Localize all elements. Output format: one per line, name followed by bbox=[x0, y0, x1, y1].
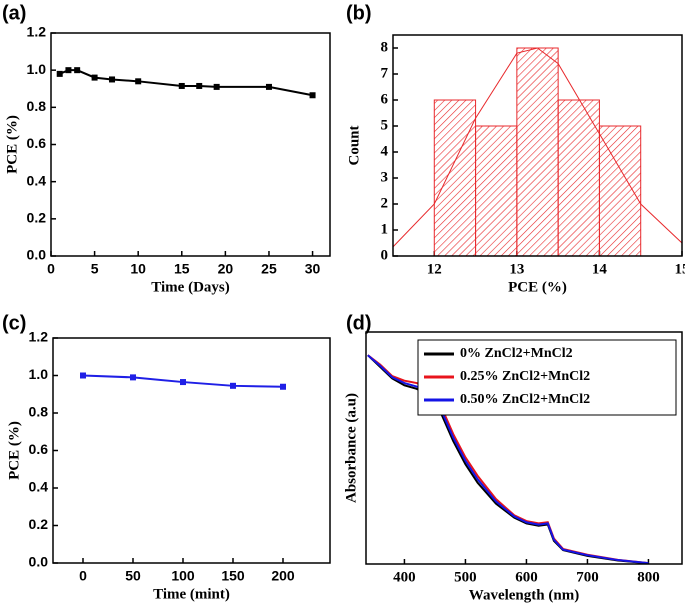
y-tick-label: 6 bbox=[381, 91, 389, 107]
panel: (c) 0 50 100 150 200 0.0 0.2 0.4 0.6 0.8 1.0 1.2 Time… bbox=[2, 312, 331, 602]
y-tick-label: 0.8 bbox=[29, 404, 49, 420]
y-tick-label: 1.2 bbox=[27, 24, 47, 40]
y-tick-label: 1.0 bbox=[29, 366, 49, 382]
x-tick-label: 14 bbox=[592, 261, 608, 277]
x-tick-label: 12 bbox=[427, 261, 442, 277]
panel-label: (c) bbox=[2, 312, 26, 334]
point bbox=[130, 374, 136, 381]
point bbox=[309, 92, 316, 99]
y-tick-label: 8 bbox=[381, 39, 389, 55]
x-tick-label: 13 bbox=[509, 261, 524, 277]
y-tick-label: 0.6 bbox=[27, 135, 47, 151]
plot-frame bbox=[52, 337, 331, 564]
legend-label: 0% ZnCl2+MnCl2 bbox=[460, 346, 573, 361]
y-tick-label: 1.2 bbox=[29, 329, 49, 345]
x-tick-label: 800 bbox=[637, 569, 660, 585]
x-tick-label: 0 bbox=[47, 261, 55, 277]
point bbox=[280, 383, 286, 390]
point bbox=[265, 83, 272, 90]
panel: (d) 400 500 600 700 800 Wavelength (nm) Absorba… bbox=[343, 312, 683, 603]
y-tick-label: 0.2 bbox=[29, 516, 49, 532]
point bbox=[135, 78, 142, 85]
point bbox=[196, 82, 203, 89]
x-tick-label: 100 bbox=[171, 568, 195, 584]
point bbox=[56, 70, 63, 77]
y-tick-label: 3 bbox=[381, 169, 389, 185]
point bbox=[80, 372, 86, 379]
x-tick-label: 150 bbox=[221, 568, 245, 584]
y-tick-label: 0 bbox=[381, 247, 389, 263]
bar bbox=[598, 125, 642, 257]
legend-box bbox=[417, 339, 677, 416]
x-tick-label: 15 bbox=[174, 261, 190, 277]
series-line bbox=[59, 69, 313, 97]
y-axis-label: PCE (%) bbox=[4, 115, 20, 174]
point bbox=[180, 379, 186, 386]
x-tick-label: 200 bbox=[271, 568, 295, 584]
y-tick-label: 0.2 bbox=[27, 210, 47, 226]
x-tick-label: 700 bbox=[576, 569, 599, 585]
y-axis-label: PCE (%) bbox=[6, 421, 22, 480]
plot-frame bbox=[365, 331, 683, 565]
point bbox=[91, 74, 98, 81]
y-tick-label: 0.4 bbox=[27, 172, 47, 188]
x-tick-label: 10 bbox=[130, 261, 146, 277]
y-tick-label: 2 bbox=[381, 195, 389, 211]
point bbox=[213, 83, 220, 90]
x-tick-label: 500 bbox=[454, 569, 477, 585]
panel-label: (d) bbox=[346, 312, 372, 334]
point bbox=[230, 382, 236, 389]
bar bbox=[475, 125, 518, 257]
y-tick-label: 0.0 bbox=[27, 247, 47, 263]
bar bbox=[433, 99, 477, 257]
point bbox=[109, 76, 116, 83]
panel: (b)12131415012345678PCE (%)Count bbox=[346, 2, 685, 295]
x-axis-label: Time (mint) bbox=[153, 586, 230, 602]
x-tick-label: 0 bbox=[79, 568, 87, 584]
x-axis-label: PCE (%) bbox=[508, 279, 567, 295]
point bbox=[74, 67, 81, 74]
x-tick-label: 15 bbox=[675, 261, 685, 277]
x-tick-label: 25 bbox=[261, 261, 277, 277]
y-axis-label: Count bbox=[346, 125, 362, 165]
y-axis-label: Absorbance (a.u) bbox=[343, 393, 359, 503]
y-tick-label: 0.6 bbox=[29, 441, 49, 457]
y-tick-label: 1.0 bbox=[27, 61, 47, 77]
x-tick-label: 400 bbox=[393, 569, 416, 585]
panel-label: (b) bbox=[346, 2, 372, 24]
x-axis-label: Wavelength (nm) bbox=[469, 587, 579, 603]
y-tick-label: 0.0 bbox=[29, 554, 49, 570]
y-tick-label: 0.4 bbox=[29, 479, 49, 495]
x-tick-label: 5 bbox=[91, 261, 99, 277]
plot-frame bbox=[392, 34, 683, 257]
y-tick-label: 0.8 bbox=[27, 98, 47, 114]
bar bbox=[516, 47, 559, 257]
y-tick-label: 1 bbox=[381, 221, 389, 237]
panel-label: (a) bbox=[2, 2, 26, 24]
y-tick-label: 4 bbox=[381, 143, 389, 159]
plot-frame bbox=[50, 32, 331, 257]
x-tick-label: 30 bbox=[305, 261, 321, 277]
legend-label: 0.25% ZnCl2+MnCl2 bbox=[460, 369, 590, 384]
x-axis-label: Time (Days) bbox=[151, 279, 229, 295]
point bbox=[178, 82, 185, 89]
x-tick-label: 600 bbox=[515, 569, 538, 585]
point bbox=[65, 67, 72, 74]
series-line bbox=[367, 354, 649, 565]
x-tick-label: 50 bbox=[125, 568, 141, 584]
fit-curve bbox=[392, 47, 683, 248]
legend-label: 0.50% ZnCl2+MnCl2 bbox=[460, 392, 590, 407]
y-tick-label: 5 bbox=[381, 117, 389, 133]
y-tick-label: 7 bbox=[381, 65, 389, 81]
panel: (a) 0 5 10 15 20 25 30 0.0 0.2 0.4 0.6 0.8 1.0 1.2 Time… bbox=[2, 2, 331, 295]
x-tick-label: 20 bbox=[218, 261, 234, 277]
